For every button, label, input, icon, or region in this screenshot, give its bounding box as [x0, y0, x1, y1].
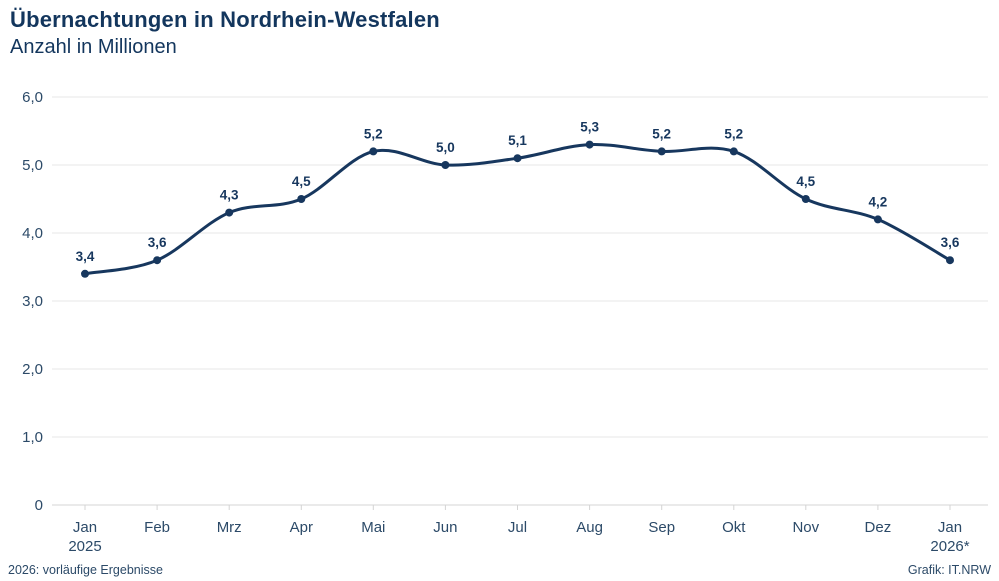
x-tick-label: Apr	[290, 519, 313, 536]
y-tick-label: 3,0	[22, 293, 43, 310]
y-tick-label: 2,0	[22, 361, 43, 378]
data-point-label: 5,2	[724, 126, 743, 141]
page-title: Übernachtungen in Nordrhein-Westfalen	[10, 7, 440, 32]
data-line	[83, 143, 952, 276]
data-point-label: 4,3	[220, 188, 239, 203]
y-tick-label: 6,0	[22, 89, 43, 106]
x-tick-sublabel: 2026*	[930, 538, 969, 555]
x-tick-label: Jul	[508, 519, 527, 536]
data-point	[441, 161, 450, 169]
credit: Grafik: IT.NRW	[907, 563, 991, 577]
data-point-label: 3,6	[941, 235, 960, 250]
chart-footer: 2026: vorläufige Ergebnisse Grafik: IT.N…	[0, 563, 999, 577]
data-point	[801, 195, 810, 203]
data-point	[946, 256, 954, 265]
page-subtitle: Anzahl in Millionen	[10, 36, 177, 58]
data-point	[873, 215, 882, 224]
data-point-label: 4,5	[796, 174, 815, 189]
data-point-label: 5,0	[436, 140, 455, 155]
x-tick-label: Feb	[144, 519, 170, 536]
y-tick-label: 5,0	[22, 157, 43, 174]
footnote: 2026: vorläufige Ergebnisse	[8, 563, 163, 577]
chart-header: Übernachtungen in Nordrhein-Westfalen An…	[10, 6, 440, 60]
data-point-label: 4,2	[869, 194, 888, 209]
data-point-label: 5,2	[652, 126, 671, 141]
data-point	[513, 154, 522, 163]
data-point	[729, 147, 738, 156]
data-point-label: 5,3	[580, 120, 599, 135]
y-tick-label: 1,0	[22, 429, 43, 446]
data-point	[297, 195, 306, 203]
x-tick-label: Jan	[938, 519, 962, 536]
data-point-label: 3,4	[76, 249, 95, 264]
data-point	[657, 147, 666, 156]
data-point	[225, 208, 234, 217]
x-tick-label: Aug	[576, 519, 603, 536]
x-tick-sublabel: 2025	[68, 538, 101, 555]
data-point-label: 3,6	[148, 235, 167, 250]
data-point-label: 4,5	[292, 174, 311, 189]
x-tick-label: Dez	[865, 519, 892, 536]
data-point	[369, 147, 378, 156]
data-point	[81, 269, 89, 278]
x-tick-label: Mai	[361, 519, 385, 536]
data-point-label: 5,1	[508, 133, 527, 148]
data-point	[585, 140, 594, 149]
y-tick-label: 0	[35, 497, 43, 514]
x-tick-label: Sep	[648, 519, 675, 536]
data-point-label: 5,2	[364, 126, 383, 141]
y-tick-label: 4,0	[22, 225, 43, 242]
x-tick-label: Jan	[73, 519, 97, 536]
x-tick-label: Nov	[792, 519, 819, 536]
x-tick-label: Mrz	[217, 519, 242, 536]
x-tick-label: Jun	[433, 519, 457, 536]
x-tick-label: Okt	[722, 519, 746, 536]
data-point	[153, 256, 162, 265]
